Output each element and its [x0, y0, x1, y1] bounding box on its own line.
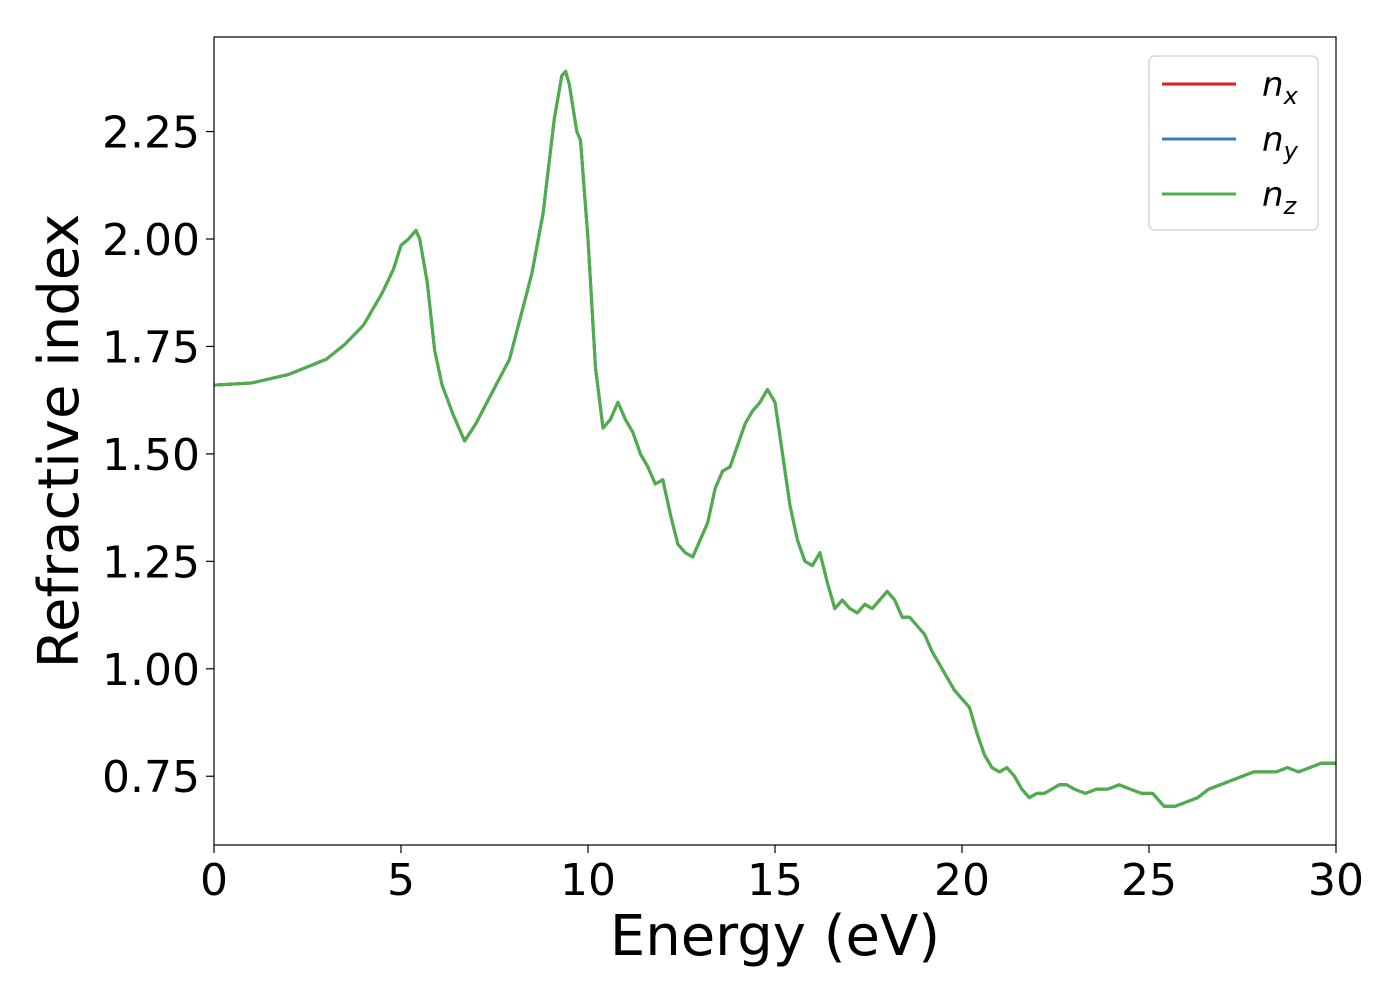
series-line-n_z — [213, 69, 1336, 808]
legend-box — [1148, 55, 1319, 231]
y-tick-label: 1.75 — [102, 322, 200, 373]
y-tick-label: 1.50 — [102, 430, 200, 481]
x-axis-label: Energy (eV) — [610, 904, 940, 969]
series-layer — [213, 69, 1336, 808]
x-tick-label: 25 — [1121, 855, 1177, 906]
x-tick-label: 30 — [1308, 855, 1364, 906]
x-tick-label: 5 — [387, 855, 415, 906]
x-tick-label: 15 — [747, 855, 803, 906]
y-axis-label: Refractive index — [27, 214, 92, 669]
x-tick-label: 0 — [200, 855, 228, 906]
x-tick-label: 20 — [934, 855, 990, 906]
legend: nx ny nz — [1148, 55, 1319, 231]
y-tick-label: 2.25 — [102, 108, 200, 159]
x-tick-label: 10 — [560, 855, 616, 906]
y-axis: 0.75 1.00 1.25 1.50 1.75 2.00 2.25 — [102, 108, 214, 803]
y-tick-label: 0.75 — [102, 752, 200, 803]
y-tick-label: 1.25 — [102, 537, 200, 588]
legend-label-n_x: nx — [1262, 65, 1299, 110]
legend-label-n_y: ny — [1262, 120, 1299, 165]
legend-label-n_z: nz — [1262, 175, 1298, 220]
x-axis: 0 5 10 15 20 25 30 — [200, 845, 1364, 906]
y-tick-label: 1.00 — [102, 645, 200, 696]
y-tick-label: 2.00 — [102, 215, 200, 266]
